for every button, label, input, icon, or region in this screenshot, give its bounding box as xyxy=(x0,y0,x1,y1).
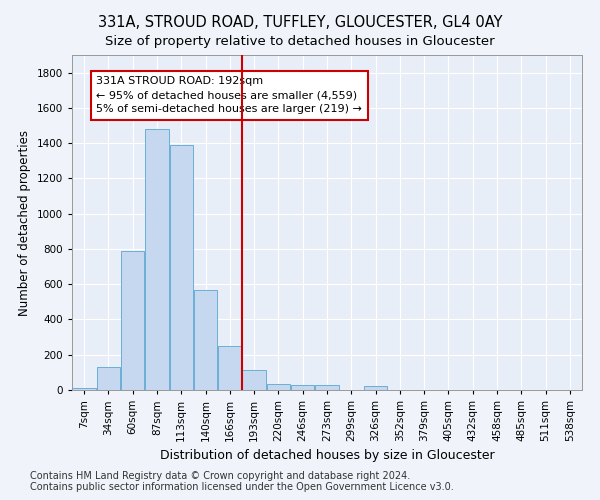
Bar xyxy=(121,250,145,390)
Bar xyxy=(194,290,217,390)
Text: 331A STROUD ROAD: 192sqm
← 95% of detached houses are smaller (4,559)
5% of semi: 331A STROUD ROAD: 192sqm ← 95% of detach… xyxy=(96,76,362,114)
Bar xyxy=(242,370,266,390)
X-axis label: Distribution of detached houses by size in Gloucester: Distribution of detached houses by size … xyxy=(160,450,494,462)
Bar xyxy=(170,145,193,390)
Bar xyxy=(73,388,96,390)
Bar xyxy=(266,384,290,390)
Bar xyxy=(145,129,169,390)
Text: Contains HM Land Registry data © Crown copyright and database right 2024.
Contai: Contains HM Land Registry data © Crown c… xyxy=(30,471,454,492)
Text: 331A, STROUD ROAD, TUFFLEY, GLOUCESTER, GL4 0AY: 331A, STROUD ROAD, TUFFLEY, GLOUCESTER, … xyxy=(98,15,502,30)
Bar xyxy=(291,384,314,390)
Bar xyxy=(97,367,120,390)
Y-axis label: Number of detached properties: Number of detached properties xyxy=(18,130,31,316)
Text: Size of property relative to detached houses in Gloucester: Size of property relative to detached ho… xyxy=(105,35,495,48)
Bar xyxy=(315,385,339,390)
Bar xyxy=(218,346,242,390)
Bar xyxy=(364,386,388,390)
